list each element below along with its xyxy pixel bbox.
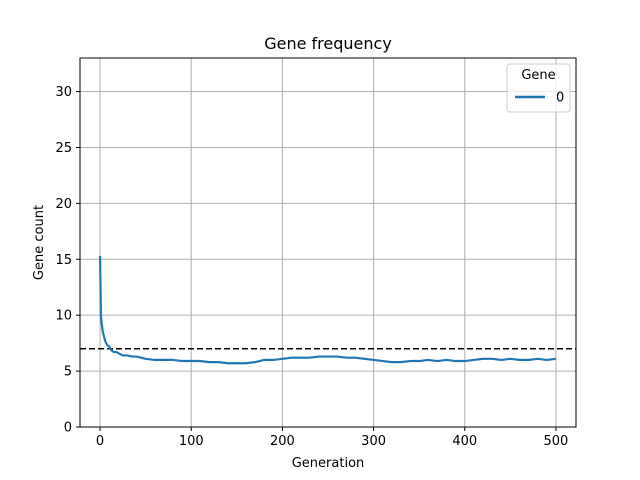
x-tick-label: 400 [452, 434, 477, 449]
chart-title: Gene frequency [264, 34, 392, 53]
x-axis-label: Generation [292, 456, 365, 471]
x-tick-label: 100 [179, 434, 204, 449]
y-tick-label: 25 [55, 141, 72, 156]
y-tick-label: 5 [64, 365, 72, 380]
y-tick-label: 0 [64, 421, 72, 436]
y-axis-label: Gene count [32, 205, 47, 280]
series-line-0 [98, 255, 557, 365]
plot-frame [79, 57, 577, 428]
x-tick-label: 500 [544, 434, 569, 449]
y-tick-label: 30 [55, 85, 72, 100]
legend-entry-label: 0 [556, 91, 564, 106]
y-tick-label: 15 [55, 253, 72, 268]
y-tick-label: 10 [55, 309, 72, 324]
ticks: 0 100 200 300 400 500 0 5 10 15 20 25 30 [55, 85, 568, 449]
grid [80, 58, 576, 428]
x-tick-label: 0 [96, 434, 104, 449]
legend-box [506, 63, 571, 113]
y-tick-label: 20 [55, 197, 72, 212]
legend: Gene 0 [506, 63, 571, 113]
x-tick-label: 300 [361, 434, 386, 449]
legend-title: Gene [521, 68, 555, 83]
x-tick-label: 200 [270, 434, 295, 449]
series-group [98, 255, 557, 365]
